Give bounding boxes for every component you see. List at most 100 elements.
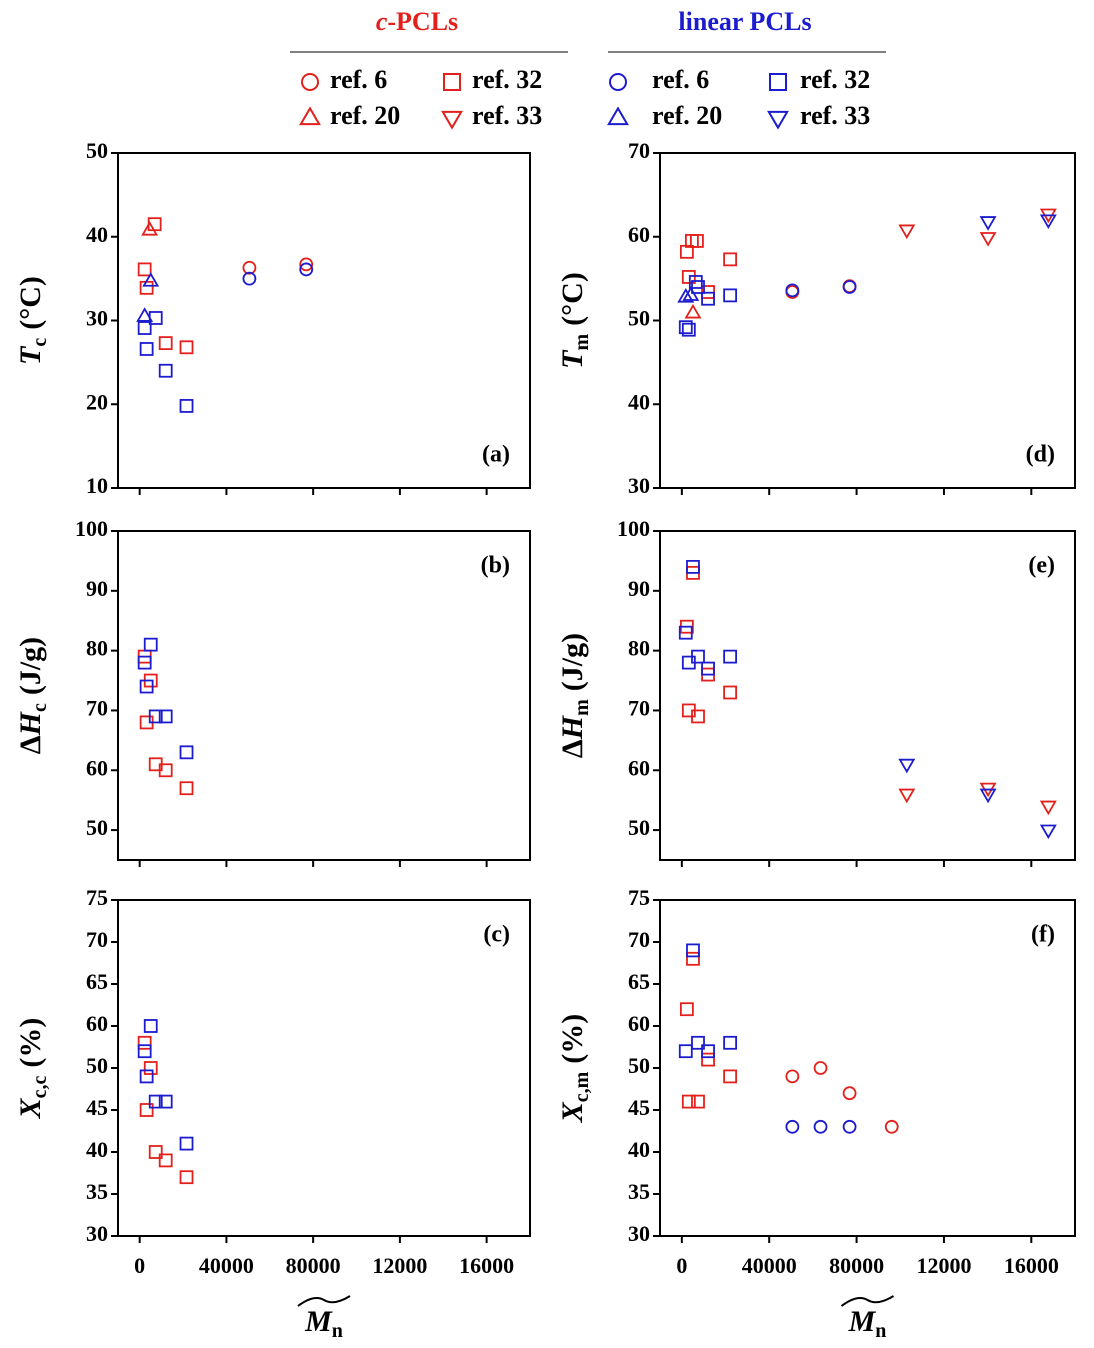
y-tick-label: 50 [628, 815, 650, 840]
label-sub: m [571, 334, 593, 351]
label-unit: (%) [14, 1018, 47, 1068]
y-tick-label: 20 [86, 389, 108, 414]
label-unit: (°C) [14, 276, 47, 330]
y-axis-label: ΔHm (J/g) [556, 633, 593, 758]
marker-square [723, 1069, 738, 1084]
y-tick-label: 90 [86, 576, 108, 601]
marker-square [769, 73, 787, 91]
marker-square [723, 288, 738, 303]
marker-square [686, 951, 700, 966]
y-axis-label: Tm (°C) [556, 272, 593, 369]
y-axis-label: Xc,m (%) [556, 1014, 593, 1124]
label-unit: (°C) [556, 272, 589, 326]
y-tick-label: 75 [86, 885, 108, 910]
label-symbol: M [304, 1305, 333, 1338]
y-tick-label: 30 [86, 306, 108, 331]
marker-square [723, 1035, 738, 1050]
label-symbol: H [14, 710, 47, 736]
marker-square [139, 342, 154, 356]
marker-square [690, 234, 704, 248]
marker-square [139, 1103, 154, 1117]
y-tick-label: 30 [86, 1221, 108, 1246]
marker-square [139, 280, 154, 295]
marker-square [179, 745, 194, 760]
marker-square [148, 1145, 163, 1159]
marker-triangle-down [979, 788, 997, 804]
y-tick-label: 65 [86, 969, 108, 994]
marker-square [688, 275, 703, 289]
marker-square [691, 280, 705, 294]
y-tick-label: 100 [617, 516, 650, 541]
y-tick-label: 10 [86, 473, 108, 498]
marker-triangle-down [767, 110, 789, 130]
y-tick-label: 80 [628, 636, 650, 661]
marker-square [691, 649, 705, 664]
marker-triangle-down [898, 224, 916, 240]
marker-triangle [677, 287, 695, 303]
label-unit: (J/g) [14, 637, 47, 695]
label-prefix: Δ [556, 739, 589, 758]
marker-circle [785, 283, 800, 298]
label-hat [840, 1295, 895, 1307]
y-tick-label: 50 [86, 815, 108, 840]
panel-label: (e) [1028, 553, 1055, 579]
label-hat [297, 1295, 351, 1307]
x-tick-label: 12000 [916, 1253, 971, 1278]
marker-triangle-down [979, 216, 997, 231]
label-sub: c,m [571, 1071, 593, 1102]
marker-circle [301, 73, 319, 91]
marker-square [137, 262, 152, 277]
y-tick-label: 70 [628, 138, 650, 163]
marker-circle [842, 280, 857, 294]
title-italic: c [376, 7, 388, 36]
y-tick-label: 50 [86, 138, 108, 163]
marker-circle [813, 1119, 828, 1134]
marker-square [158, 709, 173, 724]
marker-circle [242, 271, 257, 286]
marker-circle [884, 1119, 899, 1134]
y-tick-label: 70 [628, 927, 650, 952]
marker-square [686, 943, 700, 958]
y-tick-label: 60 [628, 755, 650, 780]
y-tick-label: 45 [628, 1095, 650, 1120]
label-symbol: T [556, 349, 589, 369]
marker-square [179, 781, 194, 796]
marker-square [179, 1136, 194, 1151]
legend-label: ref. 20 [330, 101, 400, 130]
marker-square [158, 336, 173, 351]
plot-frame [659, 530, 1076, 861]
legend-label: ref. 20 [652, 101, 722, 130]
marker-square [701, 291, 715, 306]
marker-triangle [141, 220, 159, 236]
y-tick-label: 100 [75, 516, 108, 541]
legend-label: ref. 6 [652, 65, 709, 94]
marker-circle [785, 1119, 800, 1134]
y-tick-label: 40 [86, 222, 108, 247]
x-axis-label: Mn [848, 1305, 887, 1342]
marker-circle [785, 1069, 800, 1084]
marker-square [143, 1061, 158, 1075]
y-tick-label: 60 [86, 1011, 108, 1036]
marker-square [691, 1094, 705, 1109]
panel-label: (d) [1026, 442, 1055, 468]
marker-triangle-down [1039, 824, 1057, 840]
panel-label: (a) [482, 442, 510, 468]
label-unit: (%) [556, 1014, 589, 1064]
label-symbol: X [14, 1097, 47, 1119]
x-tick-label: 40000 [199, 1253, 254, 1278]
marker-triangle [684, 303, 702, 319]
marker-triangle-down [898, 788, 916, 804]
legend-group-title: linear PCLs [678, 7, 811, 36]
label-symbol: M [848, 1305, 877, 1338]
marker-square [678, 1044, 693, 1059]
marker-square [158, 1153, 173, 1168]
y-tick-label: 70 [628, 696, 650, 721]
marker-circle [299, 257, 314, 272]
y-tick-label: 90 [628, 576, 650, 601]
label-sub: c [29, 703, 51, 712]
marker-square [148, 1094, 163, 1109]
plot-frame [659, 152, 1076, 489]
x-tick-label: 12000 [372, 1253, 427, 1278]
marker-square [678, 320, 693, 335]
marker-triangle [299, 106, 321, 126]
